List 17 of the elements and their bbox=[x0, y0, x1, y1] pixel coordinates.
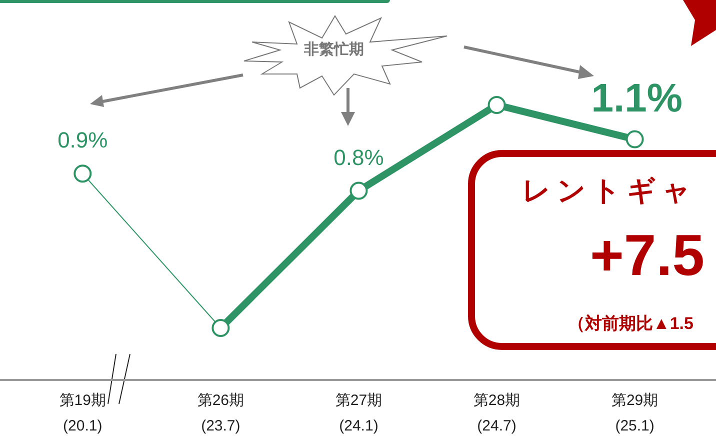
point bbox=[488, 96, 506, 114]
point bbox=[74, 164, 92, 183]
data-label: 0.9% bbox=[58, 128, 108, 153]
point bbox=[350, 182, 368, 200]
data-label: 0.8% bbox=[334, 144, 384, 170]
text: 非繁忙期 bbox=[304, 40, 364, 59]
x-tick-label: 第27期 (24.1) bbox=[335, 392, 382, 434]
annotation: レントギャ bbox=[522, 174, 697, 208]
point bbox=[626, 130, 644, 148]
point bbox=[212, 319, 230, 337]
x-tick-label: 第19期 (20.1) bbox=[59, 392, 106, 434]
x-tick-label: 第29期 (25.1) bbox=[611, 392, 658, 434]
x-tick-label: 第26期 (23.7) bbox=[197, 392, 244, 434]
x-tick-label: 第28期 (24.7) bbox=[473, 392, 520, 434]
annotation: （対前期比▲1.5 bbox=[568, 313, 694, 335]
annotation: +7.5 bbox=[590, 222, 704, 289]
data-label: 1.1% bbox=[591, 76, 682, 120]
